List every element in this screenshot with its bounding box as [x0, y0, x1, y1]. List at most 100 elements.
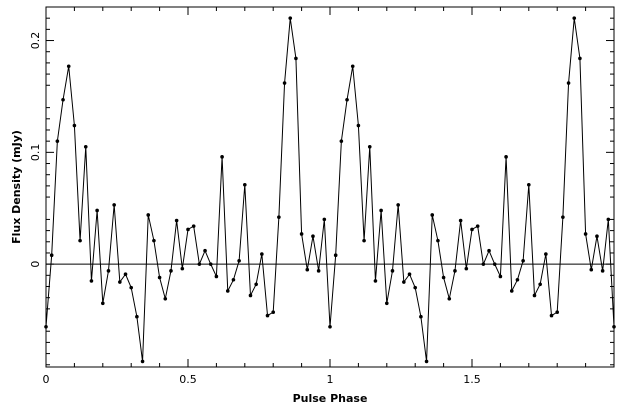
- data-point: [379, 208, 383, 213]
- data-point: [515, 277, 520, 282]
- data-point: [606, 217, 611, 222]
- data-point: [294, 56, 298, 61]
- data-point: [203, 248, 207, 253]
- data-point: [458, 218, 463, 223]
- x-tick-label: 1.5: [463, 373, 481, 386]
- data-point: [180, 266, 185, 271]
- data-point: [555, 310, 559, 315]
- data-point: [402, 280, 406, 284]
- data-point: [140, 359, 145, 364]
- data-point: [106, 269, 111, 273]
- data-point: [492, 262, 497, 266]
- data-point: [612, 324, 616, 329]
- data-point: [441, 275, 446, 280]
- data-point: [572, 16, 577, 20]
- data-point: [101, 301, 105, 306]
- data-point: [55, 139, 60, 143]
- data-point: [509, 289, 514, 293]
- data-point: [538, 282, 542, 287]
- data-point: [527, 182, 531, 187]
- x-tick-label: 0.5: [179, 373, 197, 386]
- data-point: [282, 81, 287, 85]
- data-point: [566, 81, 571, 85]
- y-tick-label: 0.2: [29, 32, 42, 50]
- data-point: [83, 144, 88, 149]
- data-point: [135, 314, 139, 319]
- data-point: [305, 267, 310, 272]
- data-point: [277, 215, 281, 219]
- data-point: [214, 274, 219, 279]
- data-point: [396, 203, 400, 207]
- data-point: [152, 238, 156, 243]
- data-point: [407, 272, 412, 277]
- data-point: [186, 227, 190, 232]
- data-point: [600, 269, 605, 273]
- data-point: [390, 269, 395, 273]
- data-point: [549, 313, 554, 318]
- data-point: [231, 277, 236, 282]
- data-point: [487, 248, 491, 253]
- data-point: [589, 267, 594, 272]
- data-point: [504, 155, 508, 159]
- data-point: [265, 313, 270, 318]
- series-line: [45, 18, 615, 362]
- data-point: [373, 279, 378, 283]
- x-tick-label: 0: [43, 373, 50, 386]
- data-point: [95, 208, 99, 213]
- data-point: [385, 301, 389, 306]
- data-point: [430, 213, 435, 217]
- data-point: [356, 123, 361, 128]
- x-tick-label: 1: [327, 373, 334, 386]
- data-point: [362, 238, 366, 243]
- data-point: [44, 324, 48, 329]
- data-point: [595, 234, 599, 238]
- data-point: [436, 238, 440, 243]
- data-point: [174, 218, 179, 223]
- y-tick-label: 0: [29, 261, 42, 268]
- data-point: [271, 310, 276, 315]
- data-point: [299, 232, 304, 236]
- data-point: [146, 213, 151, 217]
- data-point: [157, 275, 162, 280]
- data-point: [339, 139, 344, 143]
- data-point: [49, 253, 54, 257]
- data-point: [208, 262, 213, 266]
- data-point: [447, 297, 452, 301]
- data-point: [475, 224, 480, 228]
- data-point: [367, 144, 372, 149]
- data-point: [470, 227, 474, 232]
- data-point: [72, 123, 77, 128]
- data-point: [220, 155, 224, 159]
- data-point: [169, 269, 173, 273]
- data-point: [112, 203, 116, 207]
- data-point: [237, 258, 241, 263]
- data-point: [260, 252, 264, 256]
- data-point: [345, 97, 349, 102]
- data-point: [544, 252, 548, 256]
- data-point: [248, 293, 253, 298]
- tick-labels: 0 0.5 1 1.5 0 0.1 0.2: [29, 32, 481, 386]
- data-point: [225, 289, 230, 293]
- data-point: [89, 279, 94, 283]
- data-point: [561, 215, 565, 219]
- data-point: [578, 56, 582, 61]
- data-point: [424, 359, 429, 364]
- x-axis-label: Pulse Phase: [293, 392, 368, 405]
- data-point: [419, 314, 423, 319]
- data-point: [413, 285, 418, 290]
- data-point: [66, 64, 71, 69]
- data-point: [350, 64, 355, 69]
- data-point: [78, 238, 82, 243]
- data-point: [328, 324, 332, 329]
- data-point: [191, 224, 196, 228]
- y-tick-label: 0.1: [29, 144, 42, 162]
- data-point: [118, 280, 122, 284]
- data-point: [583, 232, 588, 236]
- data-point: [453, 269, 457, 273]
- data-point: [163, 297, 168, 301]
- data-points: [44, 16, 616, 364]
- data-point: [464, 266, 469, 271]
- data-point: [498, 274, 503, 279]
- data-point: [123, 272, 128, 277]
